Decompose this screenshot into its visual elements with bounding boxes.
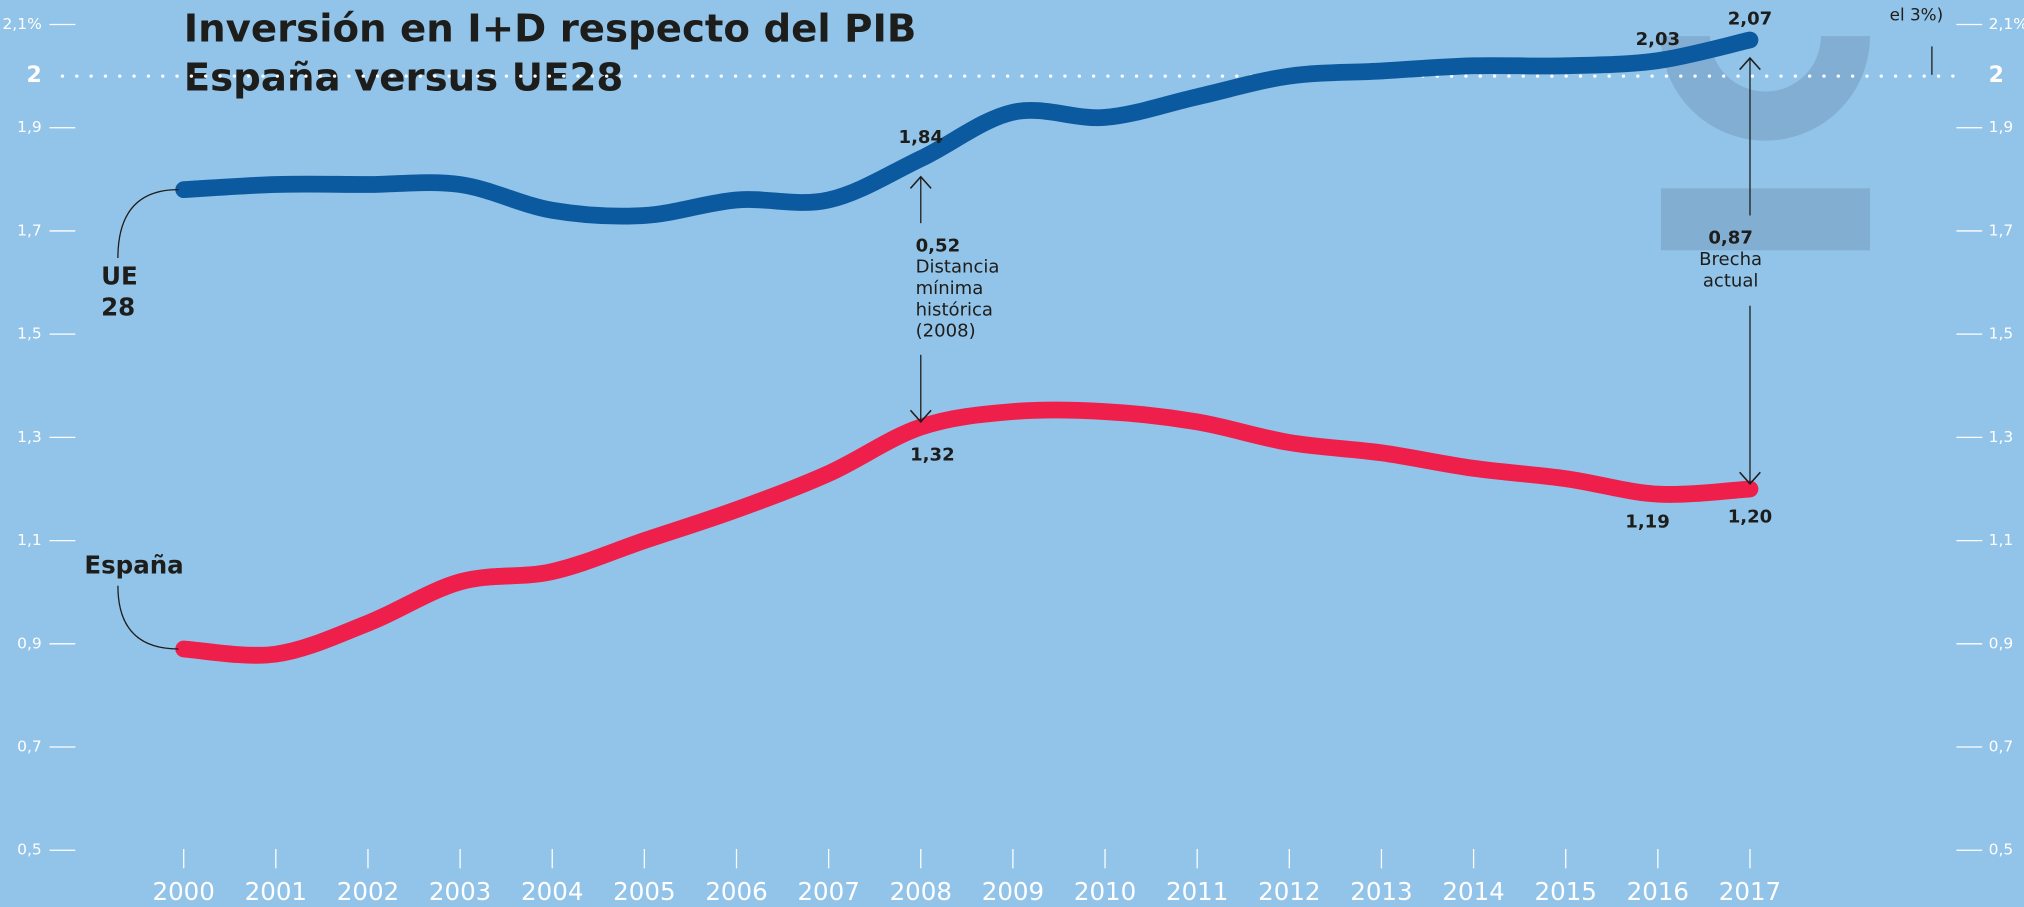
y-tick-label: 1,9	[17, 118, 42, 136]
y-tick-label: 1,1	[17, 531, 42, 549]
annotation-text: (2008)	[916, 321, 976, 342]
annotation-value: 0,87	[1708, 228, 1753, 249]
leader-line	[117, 585, 179, 650]
y-tick-label-right: 1,5	[1989, 325, 2014, 343]
watermark-bar	[1660, 188, 1870, 251]
y-tick-label: 1,5	[17, 325, 42, 343]
annotation-value: 0,52	[916, 235, 961, 256]
y-tick-label: 0,9	[17, 634, 42, 652]
y-tick-label-right: 2,1%	[1989, 15, 2024, 33]
y-tick-label: 2	[27, 63, 42, 88]
chart-title: Inversión en I+D respecto del PIB	[184, 6, 917, 51]
x-tick-label: 2012	[1258, 877, 1320, 906]
series-name-line: España	[84, 550, 183, 579]
x-tick-label: 2005	[613, 877, 675, 906]
y-tick-label: 2,1%	[2, 15, 41, 33]
series-name-line: 28	[101, 292, 135, 321]
series-name: UE 28	[101, 261, 138, 321]
y-tick-label-right: 0,5	[1989, 841, 2014, 859]
watermark-arc	[1660, 36, 1870, 141]
note: el 3%)	[1890, 4, 1943, 24]
x-tick-label: 2008	[890, 877, 952, 906]
x-tick-label: 2007	[797, 877, 859, 906]
x-tick-label: 2014	[1442, 877, 1504, 906]
x-tick-label: 2011	[1166, 877, 1228, 906]
arrow-head	[1739, 56, 1761, 71]
series-name: España	[84, 550, 183, 579]
x-tick-label: 2003	[429, 877, 491, 906]
annotation-text: mínima	[916, 278, 984, 299]
y-tick-label: 0,7	[17, 738, 42, 756]
data-label: 1,20	[1728, 506, 1773, 527]
y-tick-label-right: 0,7	[1989, 738, 2014, 756]
x-tick-label: 2009	[982, 877, 1044, 906]
y-tick-label-right: 1,1	[1989, 531, 2014, 549]
x-tick-label: 2000	[153, 877, 215, 906]
arrow-head	[1739, 471, 1761, 485]
series-line	[175, 31, 1759, 225]
y-tick-label: 0,5	[17, 841, 42, 859]
data-label: 2,07	[1728, 8, 1773, 29]
annotation-text: Brecha	[1699, 249, 1762, 270]
x-tick-label: 2013	[1350, 877, 1412, 906]
annotation-text: Distancia	[916, 257, 1000, 278]
x-tick-label: 2015	[1535, 877, 1597, 906]
data-label: 1,19	[1625, 512, 1670, 533]
arrow-head	[909, 175, 932, 189]
y-tick-label-right: 2	[1989, 63, 2004, 88]
y-tick-label-right: 0,9	[1989, 634, 2014, 652]
x-tick-label: 2016	[1627, 877, 1689, 906]
watermark	[1660, 36, 1870, 251]
y-tick-label: 1,3	[17, 428, 42, 446]
x-tick-label: 2004	[521, 877, 583, 906]
annotation-text: histórica	[916, 299, 993, 320]
x-tick-label: 2010	[1074, 877, 1136, 906]
series-line	[175, 401, 1759, 664]
x-tick-label: 2017	[1719, 877, 1781, 906]
x-tick-label: 2002	[337, 877, 399, 906]
y-tick-label: 1,7	[17, 221, 42, 239]
y-tick-label-right: 1,3	[1989, 428, 2014, 446]
x-tick-label: 2001	[245, 877, 307, 906]
x-tick-label: 2006	[705, 877, 767, 906]
annotation-text: actual	[1703, 270, 1759, 291]
data-label: 1,32	[910, 444, 955, 465]
data-label: 2,03	[1636, 29, 1681, 50]
y-tick-label-right: 1,9	[1989, 118, 2014, 136]
chart-subtitle: España versus UE28	[184, 55, 624, 100]
data-label: 1,84	[899, 127, 944, 148]
arrow-head	[909, 409, 932, 424]
leader-line	[117, 189, 179, 259]
series-name-line: UE	[101, 261, 138, 290]
y-tick-label-right: 1,7	[1989, 221, 2014, 239]
